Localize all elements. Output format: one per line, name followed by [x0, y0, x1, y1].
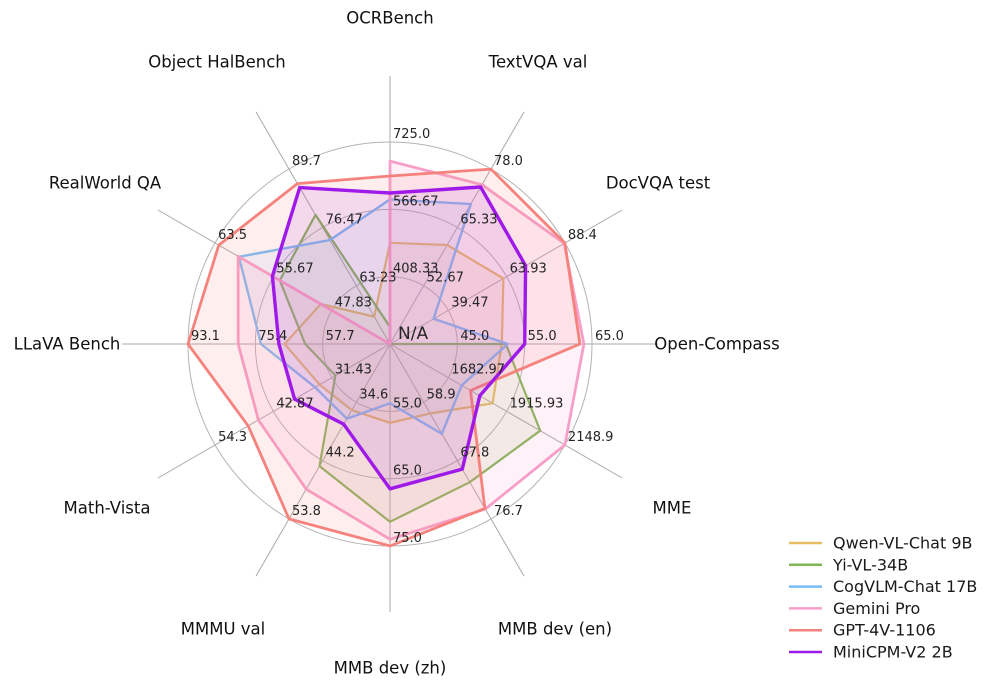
tick-label-object-halbench-2: 76.47: [326, 212, 363, 227]
tick-label-object-halbench-3: 89.7: [292, 154, 321, 169]
tick-label-open-compass-2: 55.0: [528, 329, 557, 344]
legend-label-yi-vl-34b: Yi-VL-34B: [832, 555, 908, 574]
tick-label-mmb-dev-en-1: 58.9: [427, 387, 456, 402]
series-polygon-gpt-4v-1106: [186, 167, 582, 548]
tick-label-docvqa-test-1: 39.47: [451, 295, 488, 310]
tick-label-ocrbench-1: 408.33: [393, 262, 439, 277]
center-na-label: N/A: [398, 324, 428, 344]
axis-label-open-compass: Open-Compass: [654, 335, 780, 354]
axis-label-docvqa-test: DocVQA test: [606, 174, 711, 193]
tick-label-mmb-dev-zh-2: 65.0: [393, 464, 422, 479]
series-polygon-yi-vl-34b: [278, 213, 542, 523]
axis-spoke-docvqa-test: [389, 209, 623, 345]
tick-label-docvqa-test-3: 88.4: [568, 228, 597, 243]
tick-label-open-compass-1: 45.0: [460, 329, 489, 344]
legend-label-cogvlm-chat-17b: CogVLM-Chat 17B: [833, 577, 977, 596]
tick-label-mme-3: 2148.9: [568, 430, 614, 445]
legend-item-qwen-vl-chat-9b: Qwen-VL-Chat 9B: [789, 534, 972, 553]
axis-spoke-textvqa-val: [389, 111, 525, 345]
axis-spoke-math-vista: [157, 343, 391, 479]
tick-label-llava-bench-3: 93.1: [191, 329, 220, 344]
tick-label-llava-bench-1: 57.7: [326, 329, 355, 344]
axis-label-realworld-qa: RealWorld QA: [49, 174, 162, 193]
legend-label-gpt-4v-1106: GPT-4V-1106: [833, 621, 936, 640]
tick-label-realworld-qa-1: 47.83: [335, 295, 372, 310]
axis-label-mme: MME: [653, 499, 692, 518]
axis-label-textvqa-val: TextVQA val: [488, 53, 588, 72]
axis-label-mmb-dev-zh: MMB dev (zh): [334, 659, 447, 678]
axis-spoke-mmb-dev-en: [389, 343, 525, 577]
legend-item-gemini-pro: Gemini Pro: [789, 599, 920, 618]
legend-label-gemini-pro: Gemini Pro: [833, 599, 920, 618]
tick-label-mmmu-val-1: 34.6: [359, 387, 388, 402]
tick-label-llava-bench-2: 75.4: [258, 329, 287, 344]
tick-label-math-vista-2: 42.87: [276, 396, 313, 411]
tick-label-mmb-dev-zh-3: 75.0: [393, 531, 422, 546]
axis-spoke-mme: [389, 343, 623, 479]
tick-label-docvqa-test-2: 63.93: [510, 262, 547, 277]
tick-label-textvqa-val-1: 52.67: [427, 271, 464, 286]
tick-label-mme-2: 1915.93: [510, 396, 564, 411]
tick-label-ocrbench-3: 725.0: [393, 127, 430, 142]
tick-label-ocrbench-2: 566.67: [393, 194, 439, 209]
legend-item-minicpm-v2-2b: MiniCPM-V2 2B: [789, 643, 953, 662]
tick-label-realworld-qa-2: 55.67: [276, 262, 313, 277]
tick-label-open-compass-3: 65.0: [595, 329, 624, 344]
legend-label-minicpm-v2-2b: MiniCPM-V2 2B: [833, 643, 953, 662]
axis-label-object-halbench: Object HalBench: [148, 53, 286, 72]
tick-label-mmmu-val-3: 53.8: [292, 504, 321, 519]
axis-label-llava-bench: LLaVA Bench: [14, 335, 121, 354]
tick-label-mme-1: 1682.97: [451, 363, 505, 378]
series-polygon-minicpm-v2-2b: [270, 185, 528, 491]
tick-label-mmb-dev-en-3: 76.7: [494, 504, 523, 519]
tick-label-math-vista-3: 54.3: [218, 430, 247, 445]
axis-label-mmmu-val: MMMU val: [181, 620, 266, 639]
axis-label-mmb-dev-en: MMB dev (en): [498, 620, 612, 639]
tick-label-object-halbench-1: 63.23: [359, 271, 396, 286]
tick-label-mmmu-val-2: 44.2: [326, 446, 355, 461]
tick-label-mmb-dev-zh-1: 55.0: [393, 396, 422, 411]
tick-label-textvqa-val-2: 65.33: [460, 212, 497, 227]
axis-label-math-vista: Math-Vista: [64, 499, 151, 518]
axis-spoke-mmmu-val: [255, 343, 391, 577]
tick-label-realworld-qa-3: 63.5: [218, 228, 247, 243]
legend: Qwen-VL-Chat 9B Yi-VL-34B CogVLM-Chat 17B G…: [789, 534, 977, 662]
axis-label-ocrbench: OCRBench: [346, 9, 433, 28]
legend-item-yi-vl-34b: Yi-VL-34B: [789, 555, 908, 574]
tick-label-mmb-dev-en-2: 67.8: [460, 446, 489, 461]
legend-item-gpt-4v-1106: GPT-4V-1106: [789, 621, 936, 640]
tick-label-textvqa-val-3: 78.0: [494, 154, 523, 169]
legend-item-cogvlm-chat-17b: CogVLM-Chat 17B: [789, 577, 977, 596]
legend-label-qwen-vl-chat-9b: Qwen-VL-Chat 9B: [833, 534, 972, 553]
tick-label-math-vista-1: 31.43: [335, 363, 372, 378]
